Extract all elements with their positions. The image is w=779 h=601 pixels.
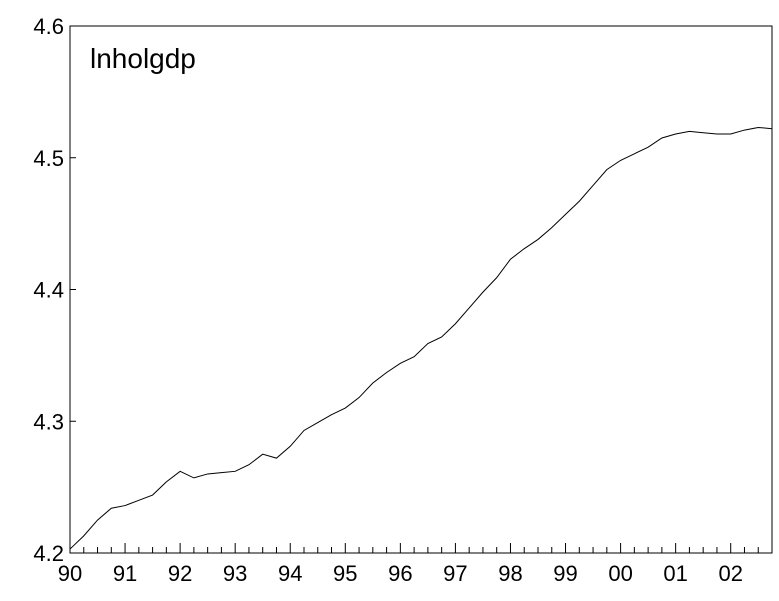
series-line [69,126,773,550]
x-tick-label: 94 [278,561,302,586]
plot-frame [69,25,773,554]
y-tick-label: 4.3 [33,409,64,434]
x-tick-label: 97 [443,561,467,586]
x-tick-label: 91 [113,561,137,586]
x-tick-label: 96 [388,561,412,586]
x-tick-label: 93 [223,561,247,586]
x-tick-label: 95 [333,561,357,586]
chart-title: lnholgdp [90,43,196,74]
y-tick-label: 4.6 [33,14,64,39]
y-tick-label: 4.4 [33,278,64,303]
x-tick-label: 01 [663,561,687,586]
x-tick-label: 92 [168,561,192,586]
x-tick-label: 99 [553,561,577,586]
x-tick-label: 90 [58,561,82,586]
x-tick-label: 02 [718,561,742,586]
y-tick-label: 4.5 [33,146,64,171]
x-tick-label: 98 [498,561,522,586]
x-tick-label: 00 [608,561,632,586]
y-tick-label: 4.2 [33,541,64,566]
